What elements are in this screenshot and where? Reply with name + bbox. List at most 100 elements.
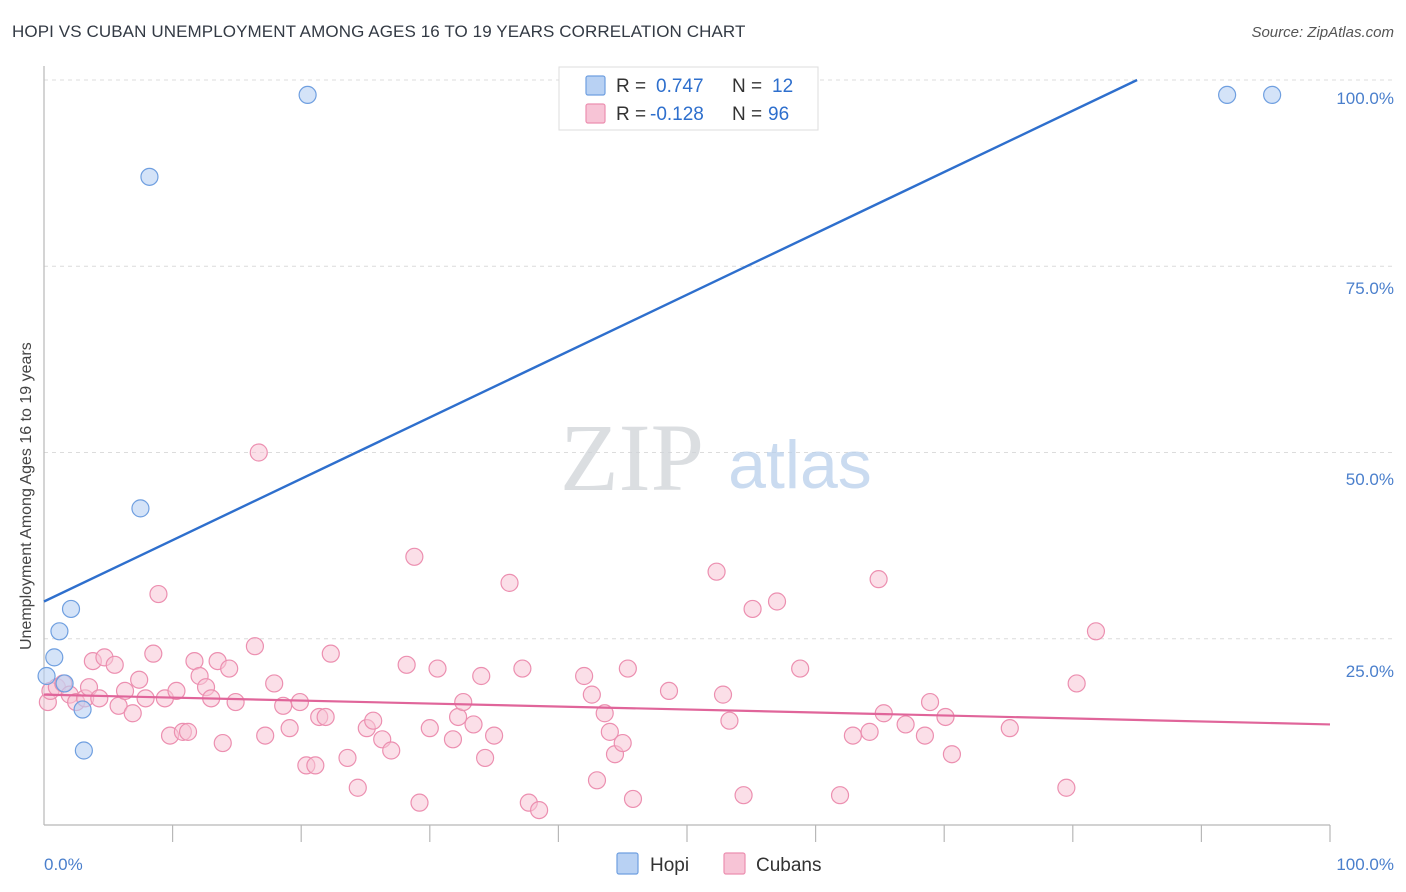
legend-cubans-r-label: R = (616, 104, 646, 125)
y-tick-label-50: 50.0% (1346, 470, 1394, 489)
cubans-point (105, 655, 124, 674)
hopi-points (37, 85, 1282, 760)
cubans-point (226, 692, 245, 712)
cubans-point (500, 573, 519, 592)
cubans-point (791, 659, 810, 678)
legend-cubans-r-value: -0.128 (650, 104, 704, 125)
cubans-point (472, 666, 491, 686)
cubans-point (280, 719, 299, 738)
cubans-point (454, 692, 473, 712)
cubans-point (1000, 719, 1019, 738)
cubans-point (475, 748, 495, 768)
cubans-point (582, 685, 601, 704)
hopi-point (45, 648, 64, 667)
cubans-point (306, 756, 325, 775)
cubans-point (767, 592, 787, 611)
hopi-point (298, 85, 317, 105)
cubans-point (734, 786, 753, 805)
cubans-point (382, 741, 401, 760)
watermark: ZIP atlas (560, 404, 872, 511)
cubans-point (713, 685, 733, 704)
cubans-point (178, 722, 198, 741)
cubans-point (1067, 674, 1086, 693)
cubans-point (149, 584, 168, 604)
cubans-point (144, 644, 163, 663)
cubans-point (136, 689, 155, 708)
cubans-point (290, 692, 310, 712)
legend-hopi-r-value: 0.747 (656, 76, 704, 97)
cubans-point (316, 707, 335, 727)
hopi-point (74, 741, 93, 760)
bottom-legend-cubans-swatch (723, 852, 746, 875)
cubans-point (123, 704, 142, 723)
cubans-point (428, 659, 447, 678)
cubans-point (743, 599, 762, 619)
cubans-point (256, 726, 275, 745)
cubans-point (920, 692, 940, 712)
cubans-point (613, 733, 632, 753)
cubans-point (167, 681, 186, 701)
cubans-point (915, 726, 935, 745)
y-tick-label-25: 25.0% (1346, 662, 1394, 681)
cubans-point (420, 719, 439, 738)
legend-hopi-n-value: 12 (772, 76, 793, 97)
x-tick-label-min: 0.0% (44, 855, 83, 874)
y-tick-label-100: 100.0% (1336, 89, 1394, 108)
hopi-trend-line (43, 78, 1138, 603)
gridlines (44, 79, 1394, 640)
cubans-point (830, 786, 850, 805)
x-tick-label-max: 100.0% (1336, 855, 1394, 874)
cubans-point (618, 659, 637, 678)
legend-hopi-n-label: N = (732, 76, 762, 97)
cubans-point (90, 689, 109, 708)
hopi-point (131, 499, 150, 518)
bottom-legend-hopi-swatch (616, 852, 639, 875)
cubans-point (843, 726, 862, 745)
cubans-point (659, 681, 679, 701)
cubans-points (38, 443, 1106, 820)
series-legend: Hopi Cubans (616, 852, 822, 876)
cubans-point (860, 722, 879, 741)
cubans-point (936, 707, 955, 727)
source-attribution: Source: ZipAtlas.com (1251, 24, 1394, 41)
hopi-point (50, 622, 69, 641)
legend-cubans-n-label: N = (732, 104, 762, 125)
hopi-point (1263, 85, 1282, 105)
cubans-point (405, 547, 424, 566)
chart-title: HOPI VS CUBAN UNEMPLOYMENT AMONG AGES 16… (12, 22, 746, 41)
cubans-point (265, 674, 284, 693)
bottom-legend-hopi-label: Hopi (650, 855, 689, 876)
cubans-point (220, 659, 239, 678)
cubans-point (397, 655, 416, 674)
cubans-point (321, 644, 340, 663)
y-tick-label-75: 75.0% (1346, 279, 1394, 298)
cubans-point (213, 733, 232, 753)
legend-cubans-swatch (585, 103, 606, 124)
hopi-point (1218, 85, 1237, 105)
cubans-point (600, 722, 619, 741)
cubans-point (364, 711, 383, 730)
cubans-point (896, 715, 915, 734)
cubans-point (587, 771, 607, 790)
legend-hopi-r-label: R = (616, 76, 646, 97)
cubans-point (245, 637, 265, 656)
watermark-zip: ZIP (560, 404, 704, 511)
cubans-point (338, 748, 357, 768)
cubans-point (575, 666, 594, 686)
correlation-legend: R = 0.747 N = 12 R = -0.128 N = 96 (558, 66, 819, 131)
cubans-point (869, 570, 888, 589)
cubans-point (410, 793, 429, 812)
cubans-point (623, 789, 643, 809)
hopi-point (37, 666, 56, 686)
cubans-point (595, 704, 614, 723)
cubans-point (1086, 622, 1106, 641)
hopi-point (73, 700, 92, 719)
cubans-point (485, 726, 504, 745)
cubans-point (348, 778, 367, 797)
cubans-point (443, 730, 463, 749)
cubans-point (513, 659, 532, 678)
bottom-legend-cubans-label: Cubans (756, 855, 822, 876)
cubans-point (249, 443, 268, 462)
cubans-point (1057, 778, 1076, 797)
